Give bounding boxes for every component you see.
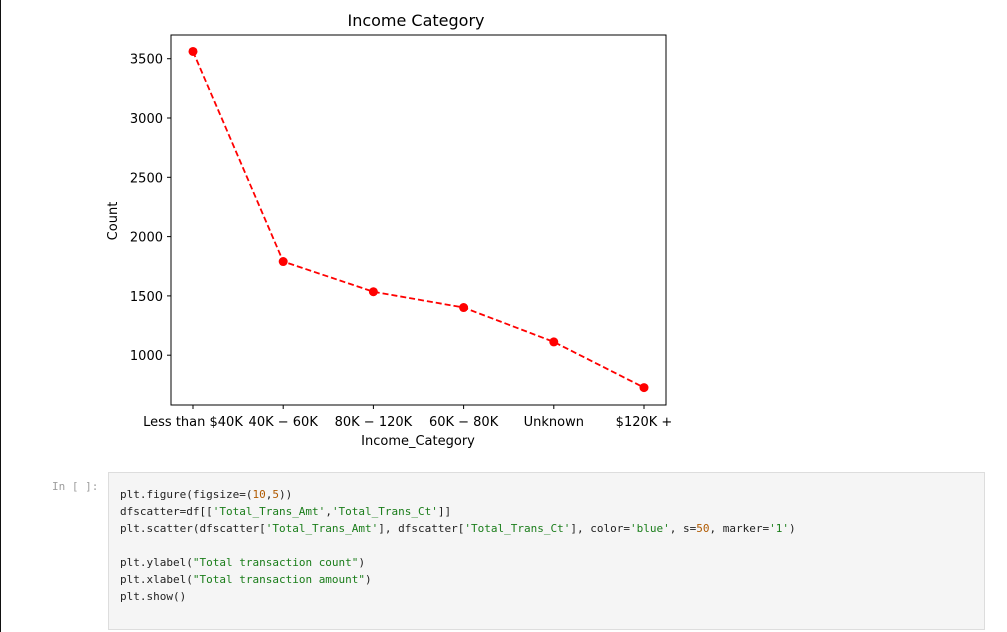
x-tick-label: Unknown: [524, 415, 584, 430]
code-editor[interactable]: plt.figure(figsize=(10,5)) dfscatter=df[[…: [108, 472, 985, 630]
code-token: '1': [769, 522, 789, 535]
code-token: "Total transaction amount": [192, 573, 366, 586]
y-tick-label: 2500: [130, 171, 163, 186]
code-token: plt.xlabel(: [120, 573, 193, 586]
code-token: plt.ylabel(: [120, 556, 193, 569]
code-token: ], dfscatter[: [378, 522, 465, 535]
cell-prompt: In [ ]:: [52, 480, 99, 493]
y-axis: 1000 1500 2000 2500 3000 3500: [130, 53, 171, 364]
code-token: 50: [696, 522, 710, 535]
code-line: plt.xlabel("Total transaction amount"): [120, 571, 796, 588]
code-line: plt.figure(figsize=(10,5)): [120, 486, 796, 503]
code-token: 'Total_Trans_Ct': [331, 505, 438, 518]
x-tick-label: 60K − 80K: [429, 415, 499, 430]
code-token: plt.show(): [120, 590, 187, 603]
code-token: , marker=: [709, 522, 770, 535]
code-line: dfscatter=df[['Total_Trans_Amt','Total_T…: [120, 503, 796, 520]
x-tick-label: Less than $40K: [143, 415, 243, 430]
code-token: ]]: [437, 505, 452, 518]
y-tick-label: 2000: [130, 231, 163, 246]
code-blank-line: [120, 537, 796, 554]
y-tick-label: 1000: [130, 349, 163, 364]
y-tick-label: 1500: [130, 290, 163, 305]
series-count: [188, 46, 649, 393]
x-tick-label: $120K +: [616, 415, 673, 430]
code-token: 'blue': [629, 522, 670, 535]
code-token: , s=: [669, 522, 697, 535]
chart-title: Income Category: [347, 11, 484, 30]
x-tick-label: 80K − 120K: [335, 415, 413, 430]
code-token: 'Total_Trans_Amt': [212, 505, 326, 518]
y-tick-label: 3500: [130, 53, 163, 68]
data-point: [639, 383, 649, 393]
plot-frame: [170, 34, 667, 406]
income-category-chart: Income Category 1000 1500 2000 2500 3000 3500…: [106, 11, 672, 449]
code-line: plt.scatter(dfscatter['Total_Trans_Amt']…: [120, 520, 796, 537]
data-point: [368, 287, 378, 297]
data-point: [549, 337, 559, 347]
code-token: "Total transaction count": [192, 556, 359, 569]
code-token: dfscatter=df[[: [120, 505, 213, 518]
code-token: ): [788, 522, 796, 535]
code-token: plt.figure(figsize=(: [120, 488, 253, 501]
code-token: ): [358, 556, 366, 569]
code-token: ,: [325, 505, 332, 518]
data-point: [278, 257, 288, 267]
y-axis-label: Count: [106, 202, 121, 241]
data-point: [188, 46, 198, 56]
code-token: 10: [252, 488, 266, 501]
code-token: plt.scatter(dfscatter[: [120, 522, 266, 535]
cell-output: Income Category 1000 1500 2000 2500 3000 3500…: [106, 11, 672, 449]
x-tick-label: 40K − 60K: [249, 415, 319, 430]
code-token: ): [365, 573, 372, 586]
y-tick-label: 3000: [130, 112, 163, 127]
x-axis: Less than $40K 40K − 60K 80K − 120K 60K − 8…: [143, 405, 672, 430]
x-axis-label: Income_Category: [361, 434, 475, 449]
code-token: 5: [272, 488, 279, 501]
code-cell[interactable]: In [ ]: plt.figure(figsize=(10,5)) dfscat…: [0, 470, 1007, 632]
series-line: [192, 51, 645, 389]
data-point: [459, 303, 469, 313]
code-token: ,: [265, 488, 273, 501]
code-token: ], color=: [570, 522, 630, 535]
cell-left-border: [0, 0, 1, 632]
code-line: plt.show(): [120, 588, 796, 605]
code-text[interactable]: plt.figure(figsize=(10,5)) dfscatter=df[[…: [120, 486, 796, 605]
code-line: plt.ylabel("Total transaction count"): [120, 554, 796, 571]
code-token: )): [278, 488, 293, 501]
code-token: 'Total_Trans_Amt': [265, 522, 379, 535]
code-token: 'Total_Trans_Ct': [464, 522, 571, 535]
